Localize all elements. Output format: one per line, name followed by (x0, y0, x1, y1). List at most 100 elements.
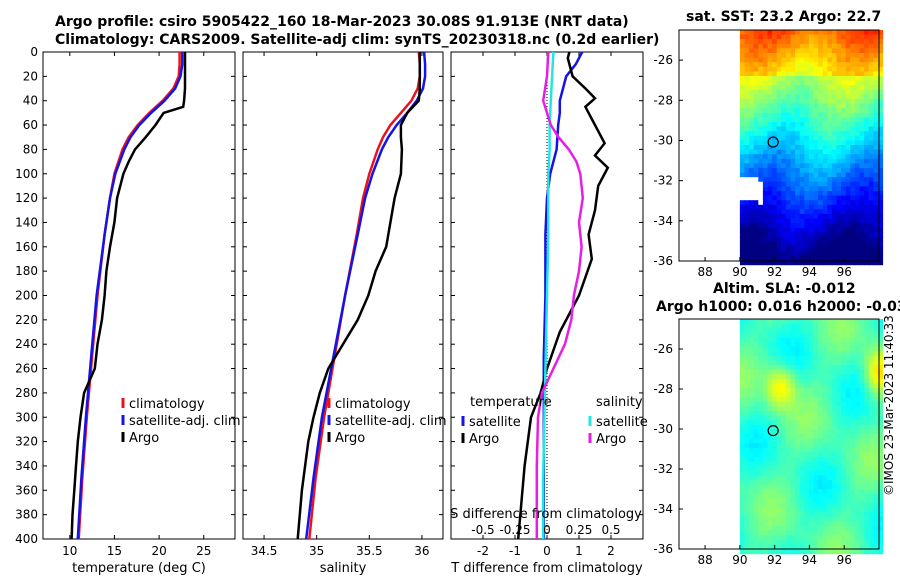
map-y-tick-label: -34 (653, 502, 673, 516)
x-axis-label: salinity (320, 561, 367, 576)
x-axis-label: T difference from climatology (450, 561, 643, 576)
map-y-tick-label: -36 (653, 254, 673, 268)
x-tick-label: 1 (575, 544, 583, 558)
map-y-tick-label: -30 (653, 422, 673, 436)
legend-argo: Argo (129, 431, 159, 446)
map-x-tick-label: 90 (732, 265, 747, 279)
y-tick-label: 400 (15, 532, 38, 546)
map-y-tick-label: -36 (653, 542, 673, 556)
x-tick-label: 36 (414, 544, 429, 558)
x-tick-label: -2 (477, 544, 489, 558)
sst-map-title: sat. SST: 23.2 Argo: 22.7 (686, 9, 882, 25)
map-x-tick-label: 92 (767, 553, 782, 567)
x-tick-label: 35.5 (356, 544, 383, 558)
map-y-tick-label: -28 (653, 93, 673, 107)
legend-temperature-title: temperature (470, 395, 552, 410)
map-x-tick-label: 94 (802, 553, 817, 567)
y-tick-label: 280 (15, 386, 38, 400)
map-y-tick-label: -32 (653, 174, 673, 188)
y-tick-label: 200 (15, 289, 38, 303)
s-axis-label: S difference from climatology (450, 507, 642, 522)
legend-climatology: climatology (335, 397, 411, 412)
y-tick-label: 360 (15, 483, 38, 497)
y-tick-label: 100 (15, 167, 38, 181)
y-tick-label: 80 (23, 142, 38, 156)
argo-float-marker (767, 136, 779, 148)
y-tick-label: 380 (15, 508, 38, 522)
map-y-tick-label: -34 (653, 214, 673, 228)
legend-argo: Argo (335, 431, 365, 446)
s-argo-line (535, 51, 585, 539)
map-field (739, 30, 884, 266)
map-x-tick-label: 96 (837, 265, 852, 279)
sla-map-title-1: Altim. SLA: -0.012 (713, 281, 856, 297)
map-x-tick-label: 88 (697, 553, 712, 567)
y-tick-label: 40 (23, 94, 38, 108)
climatology-line (308, 51, 422, 540)
argo-line (296, 52, 422, 540)
legend-climatology: climatology (129, 397, 205, 412)
y-tick-label: 60 (23, 118, 38, 132)
map-y-tick-label: -26 (653, 53, 673, 67)
s-tick-label: -0.25 (499, 523, 530, 537)
difference-panel: -2 -1 0 1 2 T difference from climatology S di… (450, 51, 648, 576)
y-tick-label: 160 (15, 240, 38, 254)
sla-map-title-2: Argo h1000: 0.016 h2000: -0.036 (656, 299, 900, 315)
sla-map: 88 90 92 94 96 -26 -28 -30 -32 -34 -36 (653, 318, 884, 567)
climatology-line (77, 52, 181, 540)
legend-s-satellite: satellite (596, 415, 648, 430)
y-tick-label: 220 (15, 313, 38, 327)
x-tick-label: 35 (309, 544, 324, 558)
argo-float-marker (767, 425, 779, 437)
map-frame (678, 318, 880, 550)
x-axis-label: temperature (deg C) (72, 561, 206, 576)
x-tick-label: 0 (543, 544, 551, 558)
y-tick-label: 120 (15, 191, 38, 205)
x-tick-label: 20 (151, 544, 166, 558)
legend-s-argo: Argo (596, 432, 626, 447)
x-tick-label: -1 (509, 544, 521, 558)
legend-satellite-clim: satellite-adj. clim (335, 414, 447, 429)
map-frame (678, 29, 880, 262)
y-tick-label: 340 (15, 459, 38, 473)
t-argo-line (516, 51, 610, 540)
y-tick-label: 320 (15, 435, 38, 449)
salinity-panel: 34.5 35 35.5 36 salinity climatology satellite… (242, 51, 447, 576)
map-y-tick-label: -28 (653, 382, 673, 396)
y-tick-label: 260 (15, 362, 38, 376)
map-x-tick-label: 88 (697, 265, 712, 279)
argo-line (70, 52, 187, 540)
y-tick-label: 0 (30, 45, 38, 59)
map-field (739, 319, 884, 555)
x-tick-label: 15 (107, 544, 122, 558)
title-line-1: Argo profile: csiro 5905422_160 18-Mar-2… (55, 14, 629, 30)
x-tick-label: 25 (196, 544, 211, 558)
legend-t-argo: Argo (469, 432, 499, 447)
temperature-panel: 0 20 40 60 80 100 120 140 160 180 200 220 240 260 280 3… (15, 45, 241, 576)
s-tick-label: 0.25 (566, 523, 593, 537)
y-tick-label: 180 (15, 264, 38, 278)
x-tick-label: 2 (607, 544, 615, 558)
y-tick-label: 300 (15, 410, 38, 424)
legend-satellite-clim: satellite-adj. clim (129, 414, 241, 429)
plot-frame (242, 51, 444, 540)
legend-t-satellite: satellite (469, 415, 521, 430)
map-y-tick-label: -32 (653, 462, 673, 476)
map-y-tick-label: -26 (653, 342, 673, 356)
x-tick-label: 10 (62, 544, 77, 558)
sst-map: 88 90 92 94 96 -26 -28 -30 -32 -34 -36 (653, 29, 884, 279)
y-tick-label: 240 (15, 337, 38, 351)
s-satellite-line (541, 51, 555, 539)
satellite-clim-line (304, 51, 427, 540)
s-tick-label: -0.5 (471, 523, 494, 537)
map-x-tick-label: 96 (837, 553, 852, 567)
x-tick-label: 34.5 (251, 544, 278, 558)
y-tick-label: 20 (23, 69, 38, 83)
satellite-clim-line (76, 52, 184, 540)
y-tick-label: 140 (15, 215, 38, 229)
map-x-tick-label: 90 (732, 553, 747, 567)
s-tick-label: 0 (543, 523, 551, 537)
map-x-tick-label: 92 (767, 265, 782, 279)
map-x-tick-label: 94 (802, 265, 817, 279)
